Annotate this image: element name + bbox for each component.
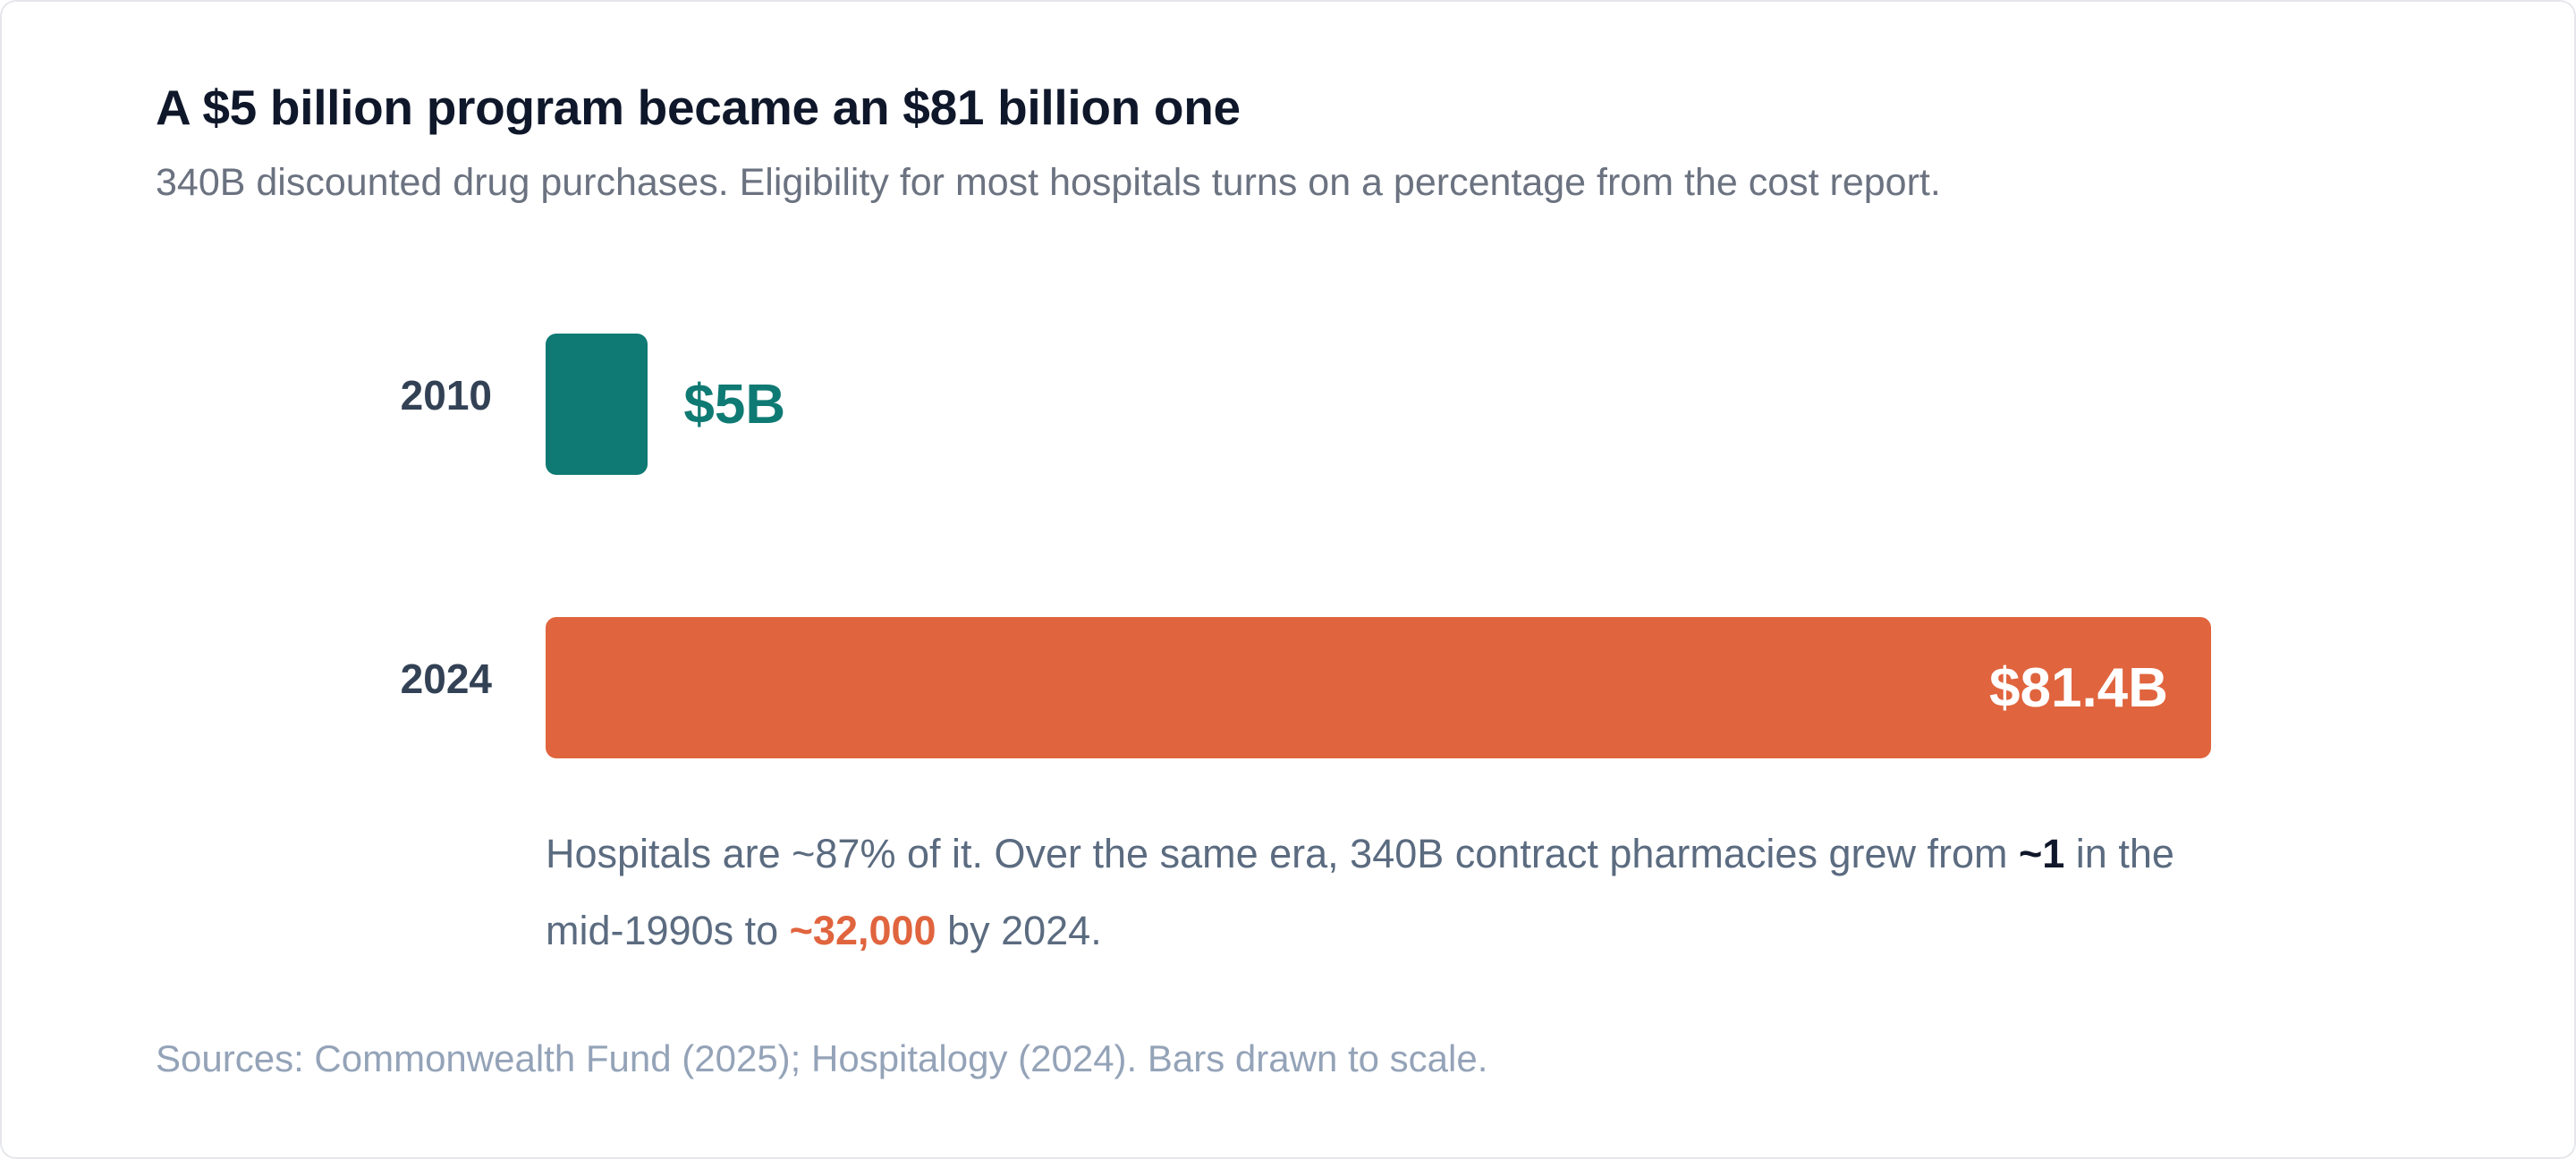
value-label-2010: $5B (683, 374, 786, 436)
annotation-text-3: by 2024. (936, 908, 1102, 953)
annotation-from-value: ~1 (2018, 831, 2065, 876)
annotation-text-2: in the mid-1990s to (546, 831, 2174, 953)
annotation-text-1: Hospitals are ~87% of it. Over the same … (546, 831, 2019, 876)
chart-title: A $5 billion program became an $81 billi… (156, 80, 1241, 135)
source-note: Sources: Commonwealth Fund (2025); Hospi… (156, 1037, 1488, 1079)
chart-annotation: Hospitals are ~87% of it. Over the same … (546, 816, 2245, 969)
value-label-2024: $81.4B (1989, 657, 2168, 719)
category-label-2024: 2024 (400, 656, 492, 702)
bar-2024 (546, 617, 2211, 758)
chart-subtitle: 340B discounted drug purchases. Eligibil… (156, 161, 1941, 204)
bar-2010 (546, 334, 648, 475)
category-label-2010: 2010 (400, 372, 492, 419)
annotation-to-value: ~32,000 (789, 908, 936, 953)
